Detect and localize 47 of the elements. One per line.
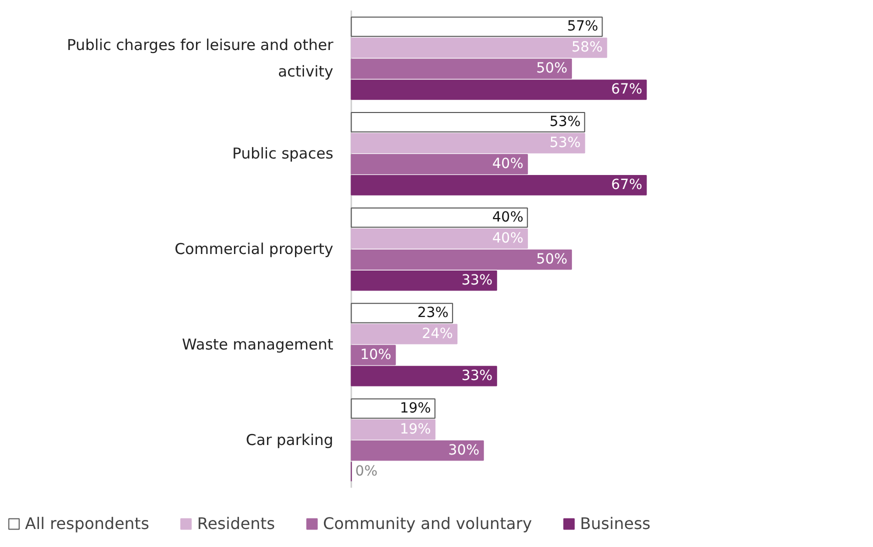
data-label: 50% (536, 60, 568, 77)
legend-label: All respondents (25, 514, 150, 533)
data-label: 19% (400, 422, 431, 438)
bar (350, 154, 528, 174)
data-label: 53% (550, 135, 581, 152)
data-label: 40% (492, 210, 524, 226)
legend-label: Residents (197, 514, 275, 533)
bar (350, 366, 498, 386)
data-label: 30% (448, 442, 480, 459)
y-tick-label: Public charges for leisure and other activity (66, 36, 334, 80)
data-label: 67% (611, 82, 642, 98)
bar (350, 228, 528, 249)
data-label: 19% (400, 400, 431, 417)
bar (350, 112, 586, 132)
data-label: 33% (461, 272, 493, 289)
bar (350, 324, 458, 344)
bar (350, 249, 572, 270)
data-label: 40% (492, 230, 524, 247)
data-label: 67% (611, 177, 642, 194)
bar (350, 440, 484, 461)
data-label: 50% (536, 252, 568, 268)
bar (350, 207, 528, 228)
data-label: 58% (572, 40, 603, 56)
bar (350, 38, 608, 58)
y-tick-label: Car parking (246, 431, 334, 450)
data-label: 24% (422, 326, 453, 342)
data-label: 33% (461, 368, 493, 384)
y-tick-label: Commercial property (174, 240, 334, 258)
y-tick-label: Waste management (182, 336, 334, 354)
data-label: 53% (550, 114, 581, 130)
bar (350, 175, 647, 196)
bar (350, 419, 436, 440)
data-label: 57% (567, 18, 598, 35)
legend-label: Business (580, 514, 650, 533)
bar (350, 270, 498, 291)
data-label: 0% (355, 464, 378, 480)
data-label: 23% (417, 305, 449, 322)
bar (350, 16, 603, 37)
data-label: 10% (360, 347, 392, 364)
data-label: 40% (492, 156, 524, 172)
legend-label: Community and voluntary (322, 514, 532, 533)
bar (350, 302, 454, 324)
bar (350, 398, 436, 419)
bar (350, 133, 586, 154)
bar (350, 58, 572, 79)
bar (350, 80, 647, 100)
y-tick-label: Public spaces (232, 144, 334, 163)
